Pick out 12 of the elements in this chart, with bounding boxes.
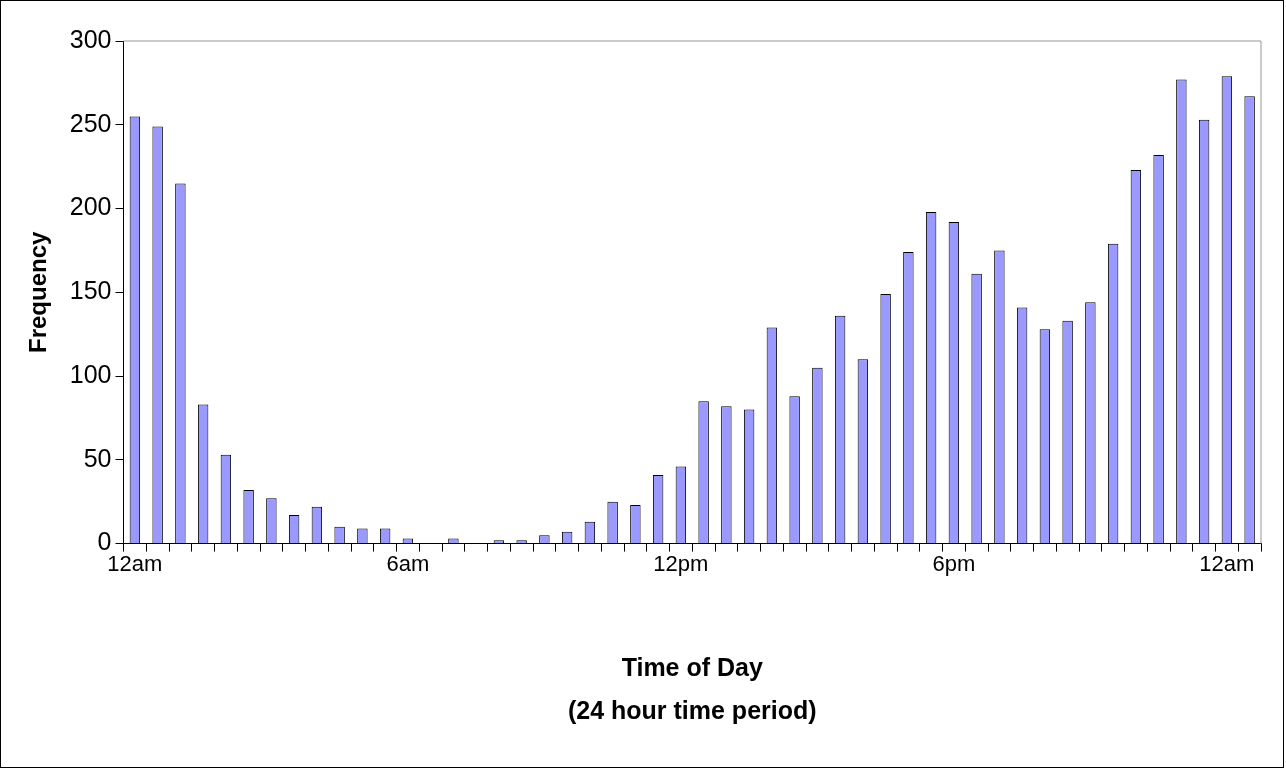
y-tick-label: 50 <box>83 443 112 472</box>
y-tick-label: 150 <box>69 276 112 305</box>
y-tick-label: 300 <box>69 24 112 53</box>
y-tick-label: 100 <box>69 359 112 388</box>
x-tick-label: 6pm <box>932 550 976 576</box>
x-tick-label: 12pm <box>653 550 709 576</box>
y-axis-title: Frequency <box>24 230 52 353</box>
x-tick-label: 12am <box>1199 550 1255 576</box>
x-axis-title: Time of Day (24 hour time period) <box>567 653 817 724</box>
y-tick-label: 200 <box>69 192 112 221</box>
x-tick-label: 6am <box>386 550 430 576</box>
y-tick-label: 250 <box>69 108 112 137</box>
